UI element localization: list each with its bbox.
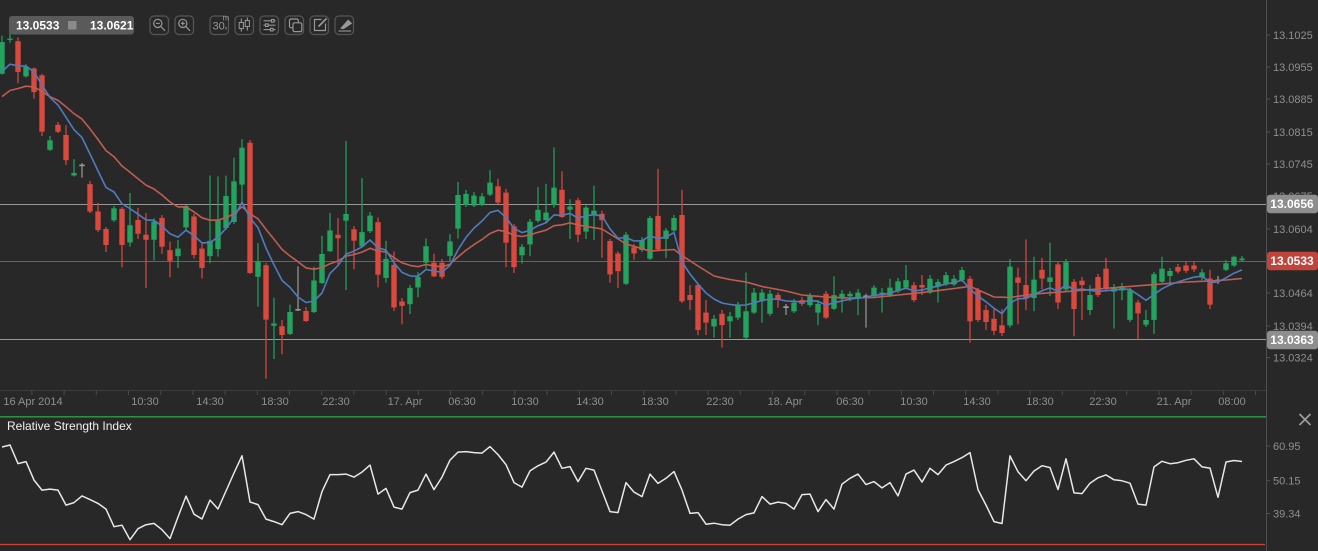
svg-text:22:30: 22:30 — [1089, 396, 1117, 408]
svg-text:13.0621: 13.0621 — [90, 19, 134, 33]
svg-text:06:30: 06:30 — [448, 396, 476, 408]
svg-text:13.0363: 13.0363 — [1270, 333, 1314, 347]
svg-text:13.0324: 13.0324 — [1273, 353, 1313, 365]
svg-text:13.0533: 13.0533 — [16, 19, 60, 33]
svg-text:10:30: 10:30 — [900, 396, 928, 408]
svg-text:14:30: 14:30 — [963, 396, 991, 408]
svg-text:14:30: 14:30 — [576, 396, 604, 408]
svg-text:13.1025: 13.1025 — [1273, 30, 1313, 42]
svg-text:08:00: 08:00 — [1218, 396, 1246, 408]
svg-text:13.0815: 13.0815 — [1273, 127, 1313, 139]
svg-text:18:30: 18:30 — [261, 396, 289, 408]
svg-text:10:30: 10:30 — [511, 396, 539, 408]
svg-text:13.0394: 13.0394 — [1273, 321, 1313, 333]
svg-text:13.0745: 13.0745 — [1273, 159, 1313, 171]
svg-text:18:30: 18:30 — [1026, 396, 1054, 408]
svg-text:30: 30 — [213, 21, 225, 33]
svg-text:22:30: 22:30 — [322, 396, 350, 408]
svg-text:18. Apr: 18. Apr — [768, 396, 803, 408]
svg-text:Relative Strength Index: Relative Strength Index — [7, 419, 132, 433]
svg-text:22:30: 22:30 — [706, 396, 734, 408]
svg-text:16 Apr 2014: 16 Apr 2014 — [3, 396, 62, 408]
svg-text:13.0656: 13.0656 — [1270, 197, 1314, 211]
svg-text:13.0464: 13.0464 — [1273, 288, 1313, 300]
svg-text:21. Apr: 21. Apr — [1157, 396, 1192, 408]
svg-text:50.15: 50.15 — [1273, 475, 1301, 487]
svg-text:17. Apr: 17. Apr — [388, 396, 423, 408]
svg-text:13.0955: 13.0955 — [1273, 62, 1313, 74]
svg-text:13.0885: 13.0885 — [1273, 94, 1313, 106]
svg-text:18:30: 18:30 — [641, 396, 669, 408]
svg-text:14:30: 14:30 — [196, 396, 224, 408]
svg-text:10:30: 10:30 — [131, 396, 159, 408]
svg-text:13.0533: 13.0533 — [1270, 254, 1314, 268]
svg-text:06:30: 06:30 — [836, 396, 864, 408]
svg-text:m: m — [223, 14, 230, 23]
svg-text:13.0604: 13.0604 — [1273, 224, 1313, 236]
svg-text:39.34: 39.34 — [1273, 509, 1301, 521]
svg-text:60.95: 60.95 — [1273, 441, 1301, 453]
